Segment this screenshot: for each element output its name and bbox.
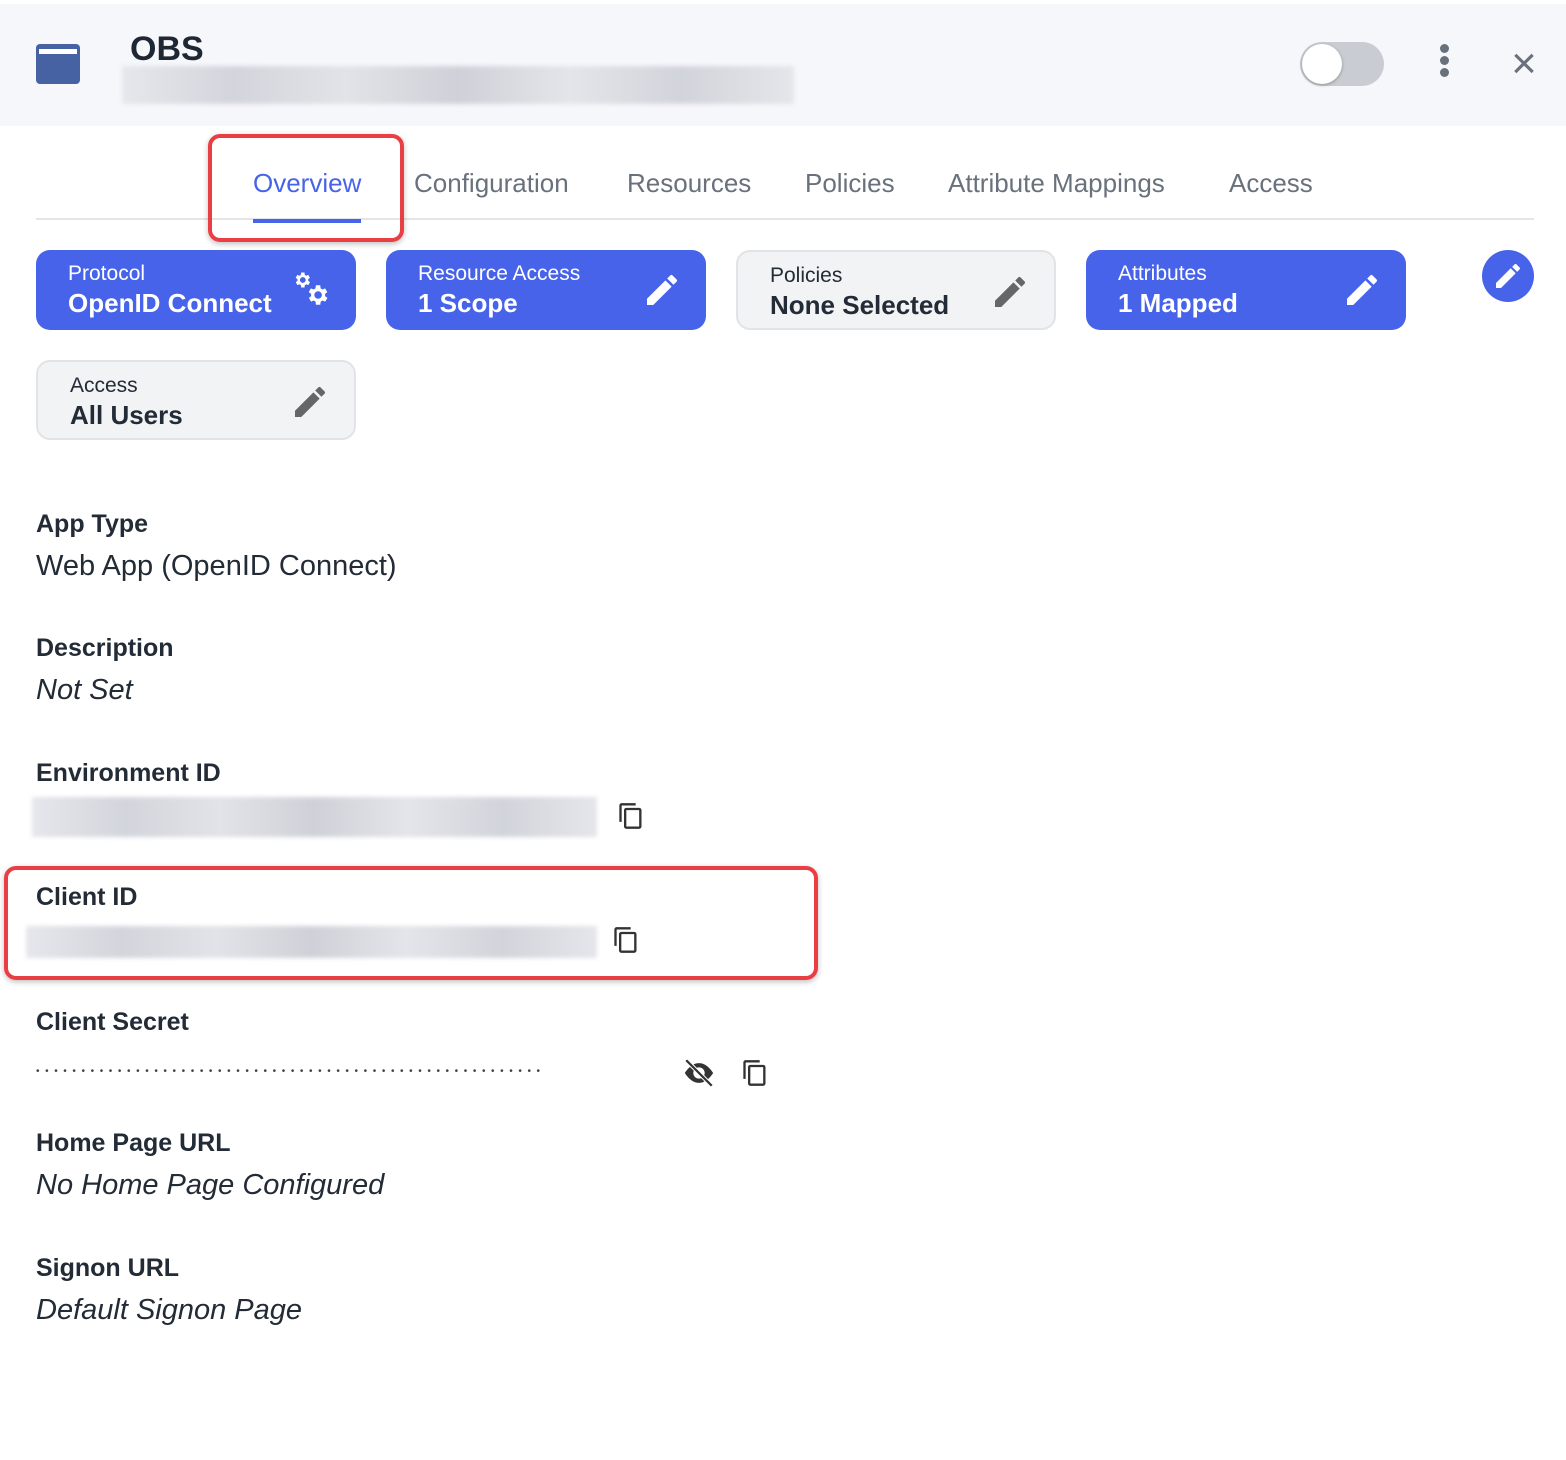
card-value: All Users — [70, 400, 183, 430]
tab-configuration[interactable]: Configuration — [414, 168, 569, 198]
client-secret-label: Client Secret — [36, 1008, 189, 1036]
attributes-card[interactable]: Attributes 1 Mapped — [1086, 250, 1406, 330]
highlight-box-client-id — [4, 866, 818, 980]
tab-attribute-mappings[interactable]: Attribute Mappings — [948, 168, 1165, 198]
pencil-icon — [1342, 270, 1382, 310]
tab-access[interactable]: Access — [1229, 168, 1313, 198]
resource-access-card[interactable]: Resource Access 1 Scope — [386, 250, 706, 330]
eye-slash-icon[interactable] — [680, 1056, 718, 1090]
access-card[interactable]: Access All Users — [36, 360, 356, 440]
app-title: OBS — [130, 30, 204, 68]
pencil-icon — [642, 270, 682, 310]
more-options-icon[interactable] — [1432, 44, 1456, 84]
gears-icon — [295, 272, 328, 305]
signon-url-label: Signon URL — [36, 1254, 180, 1282]
tab-resources[interactable]: Resources — [627, 168, 752, 198]
signon-url-value: Default Signon Page — [36, 1294, 303, 1326]
copy-icon[interactable] — [612, 924, 640, 956]
home-page-url-value: No Home Page Configured — [36, 1169, 385, 1201]
copy-icon[interactable] — [617, 800, 645, 832]
card-label: Policies — [770, 264, 843, 287]
description-value: Not Set — [36, 674, 133, 706]
pencil-icon — [990, 272, 1030, 312]
card-value: None Selected — [770, 290, 950, 320]
home-page-url-label: Home Page URL — [36, 1129, 231, 1157]
environment-id-label: Environment ID — [36, 759, 221, 787]
client-id-redacted — [26, 926, 597, 958]
app-type-value: Web App (OpenID Connect) — [36, 550, 397, 582]
application-icon — [36, 44, 80, 84]
highlight-box-overview — [208, 134, 404, 242]
card-value: 1 Mapped — [1118, 288, 1238, 318]
tab-overview[interactable]: Overview — [253, 168, 362, 223]
card-value: 1 Scope — [418, 288, 518, 318]
tab-policies[interactable]: Policies — [805, 168, 895, 198]
app-id-redacted — [122, 66, 794, 104]
card-label: Access — [70, 374, 138, 397]
close-icon[interactable]: × — [1511, 39, 1537, 88]
description-label: Description — [36, 634, 174, 662]
edit-button[interactable] — [1482, 250, 1534, 302]
pencil-icon — [1492, 260, 1524, 292]
card-label: Attributes — [1118, 262, 1207, 285]
environment-id-redacted — [32, 797, 597, 837]
copy-icon[interactable] — [741, 1057, 769, 1089]
pencil-icon — [290, 382, 330, 422]
enable-toggle[interactable] — [1300, 42, 1384, 86]
client-id-label: Client ID — [36, 883, 138, 911]
policies-card[interactable]: Policies None Selected — [736, 250, 1056, 330]
card-value: OpenID Connect — [68, 288, 272, 318]
app-type-label: App Type — [36, 510, 149, 538]
tab-bar: Overview Configuration Resources Policie… — [36, 160, 1534, 223]
protocol-card[interactable]: Protocol OpenID Connect — [36, 250, 356, 330]
client-secret-masked: ••••••••••••••••••••••••••••••••••••••••… — [36, 1066, 546, 1077]
card-label: Resource Access — [418, 262, 581, 285]
card-label: Protocol — [68, 262, 146, 285]
